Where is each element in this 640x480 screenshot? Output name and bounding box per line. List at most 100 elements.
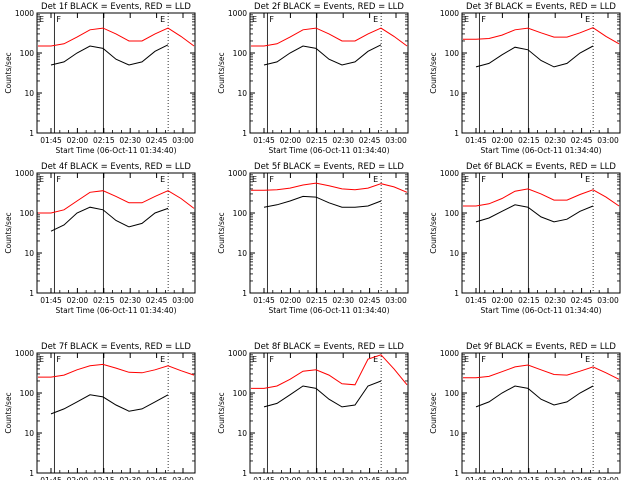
marker-label: E [585, 15, 590, 24]
plot-frame [36, 172, 196, 294]
marker-label: E [373, 175, 378, 184]
x-tick-label: 03:00 [172, 296, 194, 305]
y-axis-label: Counts/sec [429, 52, 438, 93]
series-line-events [475, 385, 594, 408]
x-axis-label: Start Time (06-Oct-11 01:34:40) [55, 146, 176, 155]
y-tick-label: 10 [237, 89, 247, 98]
x-axis-label: Start Time (06-Oct-11 01:34:40) [268, 146, 389, 155]
x-tick-label: 02:45 [571, 476, 593, 480]
panel-8: Det 8f BLACK = Events, RED = LLD 1 10 100 10… [217, 342, 409, 480]
x-axis-label: Start Time (06-Oct-11 01:34:40) [268, 306, 389, 315]
y-axis-label: Counts/sec [217, 212, 226, 253]
y-tick-label: 1 [242, 129, 247, 138]
x-axis-label: Start Time (06-Oct-11 01:34:40) [480, 146, 601, 155]
y-tick-label: 1 [29, 289, 34, 298]
panel-title: Det 5f BLACK = Events, RED = LLD [254, 162, 404, 172]
x-tick-label: 01:45 [465, 476, 487, 480]
x-tick-label: 02:45 [359, 476, 381, 480]
marker-label: E [252, 15, 257, 24]
y-tick-label: 10 [449, 429, 459, 438]
panel-title: Det 4f BLACK = Events, RED = LLD [41, 162, 191, 172]
x-tick-label: 02:30 [544, 296, 566, 305]
x-tick-label: 02:15 [93, 296, 115, 305]
series-line-lld [251, 27, 408, 47]
x-tick-label: 02:30 [119, 296, 141, 305]
x-tick-label: 02:45 [146, 136, 168, 145]
y-axis-label: Counts/sec [217, 52, 226, 93]
x-tick-label: 02:30 [332, 136, 354, 145]
y-axis-label: Counts/sec [4, 212, 13, 253]
panel-title: Det 3f BLACK = Events, RED = LLD [466, 2, 616, 12]
panel-3: Det 3f BLACK = Events, RED = LLD 1 10 100 10… [429, 2, 621, 155]
panel-4: Det 4f BLACK = Events, RED = LLD 1 10 100 10… [4, 162, 196, 315]
y-tick-label: 10 [237, 429, 247, 438]
series-line-lld [38, 27, 195, 47]
marker-label: E [39, 355, 44, 364]
y-axis-label: Counts/sec [4, 52, 13, 93]
panel-title: Det 1f BLACK = Events, RED = LLD [41, 2, 191, 12]
x-tick-label: 02:00 [492, 476, 514, 480]
plot-frame [461, 12, 621, 134]
marker-label: E [160, 15, 165, 24]
y-tick-label: 100 [233, 49, 248, 58]
marker-label: E [252, 175, 257, 184]
panel-title: Det 8f BLACK = Events, RED = LLD [254, 342, 404, 352]
x-tick-label: 02:15 [93, 476, 115, 480]
y-tick-label: 1 [454, 469, 459, 478]
y-tick-label: 10 [24, 89, 34, 98]
marker-label: E [373, 355, 378, 364]
y-tick-label: 1 [454, 289, 459, 298]
y-tick-label: 100 [445, 209, 460, 218]
series-line-lld [463, 27, 620, 45]
x-tick-label: 01:45 [253, 136, 275, 145]
marker-label: E [252, 355, 257, 364]
y-tick-label: 10 [449, 89, 459, 98]
x-axis-label: Start Time (06-Oct-11 01:34:40) [55, 306, 176, 315]
marker-label: F [481, 355, 486, 364]
x-tick-label: 01:45 [253, 476, 275, 480]
y-tick-label: 10 [24, 249, 34, 258]
x-tick-label: 02:00 [492, 296, 514, 305]
x-tick-label: 03:00 [172, 476, 194, 480]
marker-label: E [585, 175, 590, 184]
x-axis-label: Start Time (06-Oct-11 01:34:40) [480, 306, 601, 315]
marker-label: E [39, 175, 44, 184]
y-tick-label: 1000 [440, 349, 459, 358]
y-tick-label: 1 [29, 469, 34, 478]
y-tick-label: 1000 [440, 169, 459, 178]
x-tick-label: 03:00 [597, 296, 619, 305]
x-tick-label: 02:45 [146, 296, 168, 305]
marker-label: F [56, 355, 61, 364]
x-tick-label: 02:45 [571, 296, 593, 305]
y-tick-label: 1000 [228, 349, 247, 358]
x-tick-label: 02:45 [571, 136, 593, 145]
x-tick-label: 02:15 [93, 136, 115, 145]
y-tick-label: 1000 [15, 349, 34, 358]
x-tick-label: 02:15 [518, 136, 540, 145]
series-line-events [50, 206, 169, 232]
x-tick-label: 02:00 [280, 476, 302, 480]
x-tick-label: 02:45 [359, 296, 381, 305]
x-tick-label: 02:00 [280, 136, 302, 145]
x-tick-label: 03:00 [385, 136, 407, 145]
series-line-events [50, 44, 169, 66]
x-tick-label: 02:45 [146, 476, 168, 480]
series-line-lld [38, 363, 195, 378]
x-tick-label: 02:30 [544, 136, 566, 145]
y-tick-label: 100 [20, 389, 35, 398]
y-tick-label: 1000 [15, 9, 34, 18]
x-tick-label: 02:30 [332, 476, 354, 480]
y-tick-label: 10 [449, 249, 459, 258]
x-tick-label: 02:15 [518, 296, 540, 305]
panel-title: Det 7f BLACK = Events, RED = LLD [41, 342, 191, 352]
y-tick-label: 100 [20, 209, 35, 218]
x-tick-label: 02:15 [306, 296, 328, 305]
x-tick-label: 02:00 [492, 136, 514, 145]
y-tick-label: 1 [242, 469, 247, 478]
series-line-events [50, 394, 169, 415]
x-tick-label: 02:00 [67, 296, 89, 305]
x-tick-label: 02:30 [332, 296, 354, 305]
x-tick-label: 03:00 [385, 476, 407, 480]
series-line-events [263, 195, 382, 208]
